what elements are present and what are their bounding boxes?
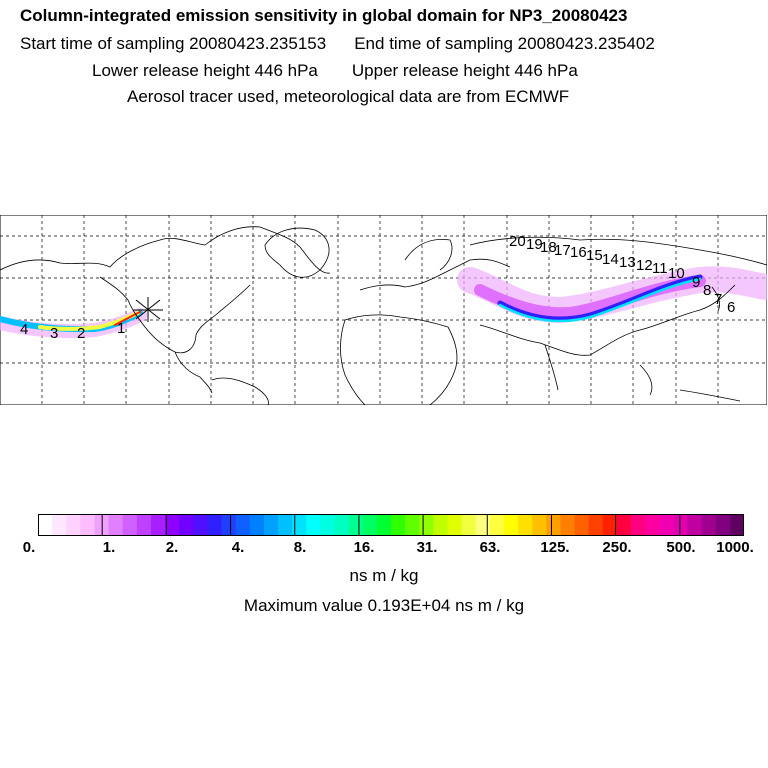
colorbar-cell	[602, 514, 618, 536]
colorbar-cell	[66, 514, 81, 536]
colorbar-cell	[391, 514, 406, 536]
traj-label-17: 17	[554, 242, 571, 259]
colorbar-cells	[38, 514, 744, 536]
tick-label: 2.	[165, 539, 179, 556]
traj-label-3: 3	[50, 325, 58, 342]
traj-label-16: 16	[570, 244, 587, 261]
traj-label-7: 7	[714, 291, 722, 308]
traj-label-2: 2	[77, 325, 85, 342]
colorbar-cell	[673, 514, 689, 536]
colorbar-cell	[136, 514, 152, 536]
colorbar-cell	[122, 514, 138, 536]
traj-label-10: 10	[668, 265, 685, 282]
traj-label-4: 4	[20, 321, 28, 338]
traj-label-8: 8	[703, 282, 711, 299]
colorbar-cell	[362, 514, 378, 536]
colorbar-cell	[348, 514, 364, 536]
tick-label: 8.	[293, 539, 307, 556]
colorbar-cell	[52, 514, 67, 536]
upper-release-label: Upper release height 446 hPa	[351, 61, 578, 80]
colorbar-cell	[715, 514, 731, 536]
traj-label-13: 13	[619, 254, 636, 271]
colorbar-cell	[518, 514, 533, 536]
colorbar-cell	[701, 514, 717, 536]
colorbar-cell	[503, 514, 519, 536]
tick-label: 1000.	[716, 539, 754, 556]
colorbar-cell	[419, 514, 434, 536]
colorbar-cell	[475, 514, 491, 536]
traj-label-6: 6	[727, 299, 735, 316]
colorbar-cell	[320, 514, 336, 536]
colorbar-cell	[574, 514, 590, 536]
tick-label: 16.	[353, 539, 375, 556]
colorbar-cell	[659, 514, 674, 536]
traj-label-20: 20	[509, 233, 526, 250]
traj-label-11: 11	[652, 260, 668, 277]
tick-label: 0.	[22, 539, 36, 556]
colorbar-cell	[376, 514, 392, 536]
colorbar-cell	[588, 514, 604, 536]
colorbar-cell	[207, 514, 223, 536]
end-time-label: End time of sampling 20080423.235402	[354, 34, 655, 53]
world-map: 1 2 3 4 6 7 8 9 10 11 12 13 14 15 16 17 …	[0, 215, 767, 405]
traj-label-14: 14	[602, 251, 619, 268]
tick-label: 250.	[602, 539, 632, 556]
colorbar-cell	[80, 514, 95, 536]
traj-label-18: 18	[540, 239, 557, 256]
colorbar-cell	[165, 514, 180, 536]
colorbar-cell	[235, 514, 251, 536]
colorbar-cell	[461, 514, 477, 536]
release-marker	[133, 297, 163, 322]
colorbar	[38, 514, 744, 536]
colorbar-cell	[645, 514, 660, 536]
tracer-info: Aerosol tracer used, meteorological data…	[127, 87, 570, 106]
colorbar-cell	[292, 514, 307, 536]
colorbar-cell	[179, 514, 194, 536]
colorbar-cell	[560, 514, 576, 536]
tick-label: 1.	[102, 539, 116, 556]
colorbar-cell	[532, 514, 547, 536]
colorbar-cell	[193, 514, 208, 536]
colorbar-cell	[447, 514, 463, 536]
colorbar-cell	[306, 514, 321, 536]
tick-label: 4.	[231, 539, 245, 556]
coastlines	[0, 226, 767, 405]
traj-label-15: 15	[586, 247, 603, 264]
tick-label: 500.	[666, 539, 696, 556]
colorbar-cell	[631, 514, 646, 536]
tick-label: 125.	[540, 539, 570, 556]
colorbar-unit: ns m / kg	[349, 566, 419, 585]
colorbar-cell	[546, 514, 561, 536]
colorbar-dividers	[101, 514, 681, 536]
traj-label-1: 1	[117, 320, 125, 337]
colorbar-cell	[433, 514, 448, 536]
sensitivity-plume	[0, 266, 767, 339]
colorbar-cell	[334, 514, 350, 536]
tick-label: 31.	[416, 539, 438, 556]
tick-label: 63.	[479, 539, 501, 556]
lower-release-label: Lower release height 446 hPa	[92, 61, 318, 80]
colorbar-cell	[489, 514, 505, 536]
colorbar-cell	[729, 514, 744, 536]
sampling-times: Start time of sampling 20080423.235153 En…	[20, 34, 655, 54]
colorbar-cell	[108, 514, 124, 536]
start-time-label: Start time of sampling 20080423.235153	[20, 34, 327, 53]
colorbar-cell	[616, 514, 632, 536]
colorbar-cell	[150, 514, 166, 536]
colorbar-cell	[278, 514, 293, 536]
plot-title: Column-integrated emission sensitivity i…	[20, 6, 628, 25]
colorbar-cell	[263, 514, 279, 536]
colorbar-cell	[221, 514, 237, 536]
release-heights: Lower release height 446 hPa Upper releas…	[92, 61, 578, 81]
traj-label-12: 12	[636, 257, 653, 274]
colorbar-cell	[405, 514, 420, 536]
maximum-value: Maximum value 0.193E+04 ns m / kg	[243, 596, 525, 615]
colorbar-cell	[249, 514, 265, 536]
colorbar-cell	[687, 514, 703, 536]
traj-label-9: 9	[692, 274, 700, 291]
trajectory-labels: 1 2 3 4 6 7 8 9 10 11 12 13 14 15 16 17 …	[20, 233, 735, 342]
colorbar-cell	[38, 514, 53, 536]
traj-label-19: 19	[526, 236, 543, 253]
